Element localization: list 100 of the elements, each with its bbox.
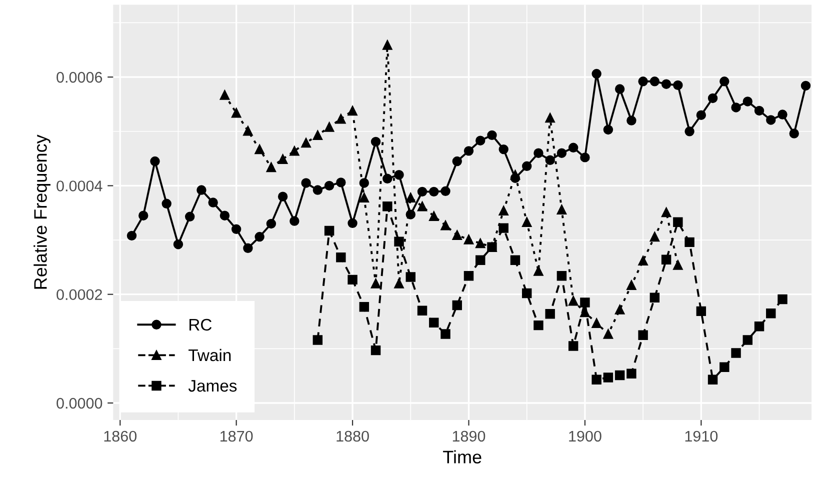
point	[661, 207, 672, 218]
point	[150, 156, 160, 166]
point	[336, 114, 346, 124]
point	[720, 362, 730, 372]
point	[742, 335, 753, 345]
point	[312, 335, 323, 345]
point	[650, 292, 660, 302]
point	[498, 144, 508, 154]
x-axis-title: Time	[443, 450, 482, 464]
point	[556, 271, 567, 281]
point	[440, 329, 450, 339]
point	[440, 220, 450, 230]
point	[626, 368, 636, 379]
x-tick-label: 1860	[104, 430, 137, 442]
y-tick-label: 0.0000	[56, 398, 102, 409]
point	[440, 186, 450, 196]
x-tick-label: 1900	[569, 430, 602, 442]
point	[324, 226, 334, 236]
point	[638, 76, 648, 86]
point	[394, 236, 404, 247]
point	[324, 122, 334, 132]
point	[336, 252, 346, 262]
point	[382, 201, 392, 212]
point	[720, 76, 730, 86]
point	[568, 341, 578, 351]
point	[742, 96, 753, 106]
point	[731, 348, 741, 358]
point	[394, 170, 404, 180]
y-tick-label: 0.0004	[56, 180, 102, 192]
point	[464, 234, 474, 244]
point	[498, 206, 508, 216]
point	[626, 116, 636, 126]
x-tick-label: 1880	[336, 430, 369, 442]
point	[545, 112, 555, 123]
point	[220, 210, 230, 220]
point	[429, 186, 439, 197]
point	[708, 93, 718, 104]
point	[336, 178, 346, 188]
point	[766, 308, 776, 318]
point	[348, 274, 358, 285]
point	[522, 288, 532, 298]
point	[359, 192, 370, 203]
point	[673, 217, 683, 227]
point	[545, 309, 555, 319]
point	[126, 230, 137, 241]
point	[394, 278, 404, 288]
point	[417, 186, 428, 197]
x-tick-label: 1910	[685, 430, 718, 442]
point	[650, 76, 660, 86]
point	[231, 224, 242, 234]
point	[184, 212, 195, 222]
point	[592, 68, 602, 79]
point	[312, 185, 323, 195]
point	[592, 374, 602, 384]
point	[359, 302, 370, 312]
point	[638, 256, 648, 266]
point	[290, 146, 300, 156]
point	[661, 254, 672, 264]
point	[487, 130, 497, 140]
point	[417, 306, 428, 316]
point	[278, 192, 288, 202]
y-tick-label: 0.0002	[56, 289, 102, 300]
point	[370, 278, 381, 288]
point	[778, 110, 788, 120]
point	[464, 146, 474, 156]
point	[476, 136, 486, 146]
point	[382, 174, 392, 184]
point	[254, 144, 264, 154]
legend-label: Twain	[188, 348, 231, 362]
point	[348, 106, 358, 116]
point	[592, 318, 602, 328]
point	[382, 40, 392, 50]
point	[684, 237, 694, 248]
point	[580, 298, 590, 308]
point	[731, 102, 741, 112]
point	[406, 210, 416, 220]
point	[301, 138, 311, 148]
point	[556, 204, 567, 214]
point	[243, 126, 253, 136]
point	[452, 156, 462, 166]
point	[696, 306, 706, 316]
point	[708, 374, 718, 384]
point	[417, 201, 428, 212]
point	[278, 154, 288, 164]
point	[800, 80, 811, 91]
point	[603, 372, 614, 382]
point	[766, 115, 776, 125]
y-axis-title: Relative Frequency	[34, 134, 50, 289]
point	[638, 330, 648, 340]
point	[208, 198, 218, 208]
point	[626, 280, 636, 290]
point	[673, 80, 683, 90]
point	[673, 260, 683, 270]
point	[614, 84, 625, 94]
point	[534, 320, 544, 330]
point	[452, 230, 462, 240]
point	[568, 142, 578, 153]
point	[684, 126, 694, 136]
point	[754, 106, 764, 116]
y-tick-label: 0.0006	[56, 72, 102, 83]
